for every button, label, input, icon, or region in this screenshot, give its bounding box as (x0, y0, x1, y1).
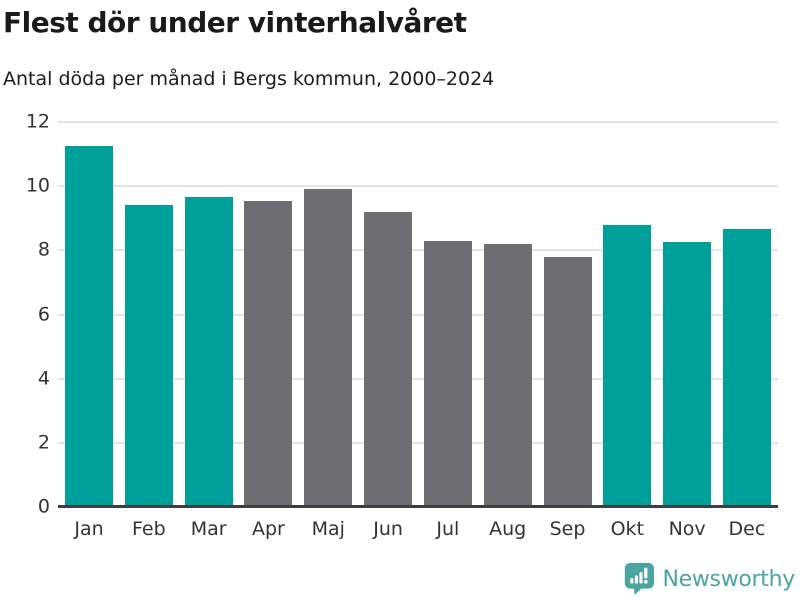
y-tick-label-4: 4 (37, 367, 50, 390)
newsworthy-speech-bubble-bar-chart-icon (625, 563, 655, 595)
bar-feb (124, 205, 173, 507)
bar-jul (423, 240, 472, 507)
x-axis-labels: Jan Feb Mar Apr Maj Jun Jul Aug Sep Okt Nov Dec (58, 518, 778, 540)
x-tick-label-sep: Sep (549, 518, 586, 540)
y-tick-label-0: 0 (37, 495, 50, 518)
bar-okt (603, 224, 652, 507)
x-tick-label-dec: Dec (728, 518, 766, 540)
brand-name: Newsworthy (662, 566, 795, 592)
y-tick-label-6: 6 (37, 303, 50, 325)
x-tick-label-nov: Nov (668, 518, 706, 540)
x-tick-label-jan: Jan (74, 518, 104, 540)
gridline-y8 (58, 249, 778, 252)
bar-mar (184, 197, 233, 507)
y-tick-label-10: 10 (25, 174, 50, 197)
page-subtitle: Antal döda per månad i Bergs kommun, 200… (3, 68, 495, 90)
bar-dec (722, 229, 771, 507)
x-tick-label-apr: Apr (252, 518, 285, 540)
bar-sep (543, 256, 592, 507)
plot-area (58, 121, 778, 508)
bar-aug (483, 243, 532, 507)
x-tick-label-maj: Maj (311, 518, 345, 540)
y-tick-label-12: 12 (25, 110, 50, 133)
x-axis-line (58, 505, 778, 508)
bar-apr (244, 200, 293, 507)
y-axis: 0 2 4 6 8 10 12 (0, 112, 50, 516)
y-tick-label-2: 2 (37, 431, 50, 454)
x-tick-label-jun: Jun (373, 518, 403, 540)
bar-nov (663, 242, 712, 507)
bars-container (58, 122, 778, 507)
y-tick-label-8: 8 (37, 238, 50, 261)
page-title: Flest dör under vinterhalvåret (3, 6, 467, 39)
gridline-y12 (58, 121, 778, 123)
gridline-y2 (58, 441, 778, 444)
x-tick-label-okt: Okt (610, 518, 645, 540)
gridline-y4 (58, 377, 778, 380)
x-tick-label-aug: Aug (489, 518, 527, 540)
newsworthy-logo[interactable]: Newsworthy (623, 562, 795, 596)
x-tick-label-feb: Feb (131, 518, 166, 540)
gridline-y6 (58, 313, 778, 316)
bar-jan (65, 146, 113, 507)
x-tick-label-mar: Mar (190, 518, 227, 540)
x-tick-label-jul: Jul (436, 518, 460, 540)
gridline-y10 (58, 185, 778, 188)
bar-maj (304, 189, 353, 507)
bar-jun (364, 211, 413, 507)
